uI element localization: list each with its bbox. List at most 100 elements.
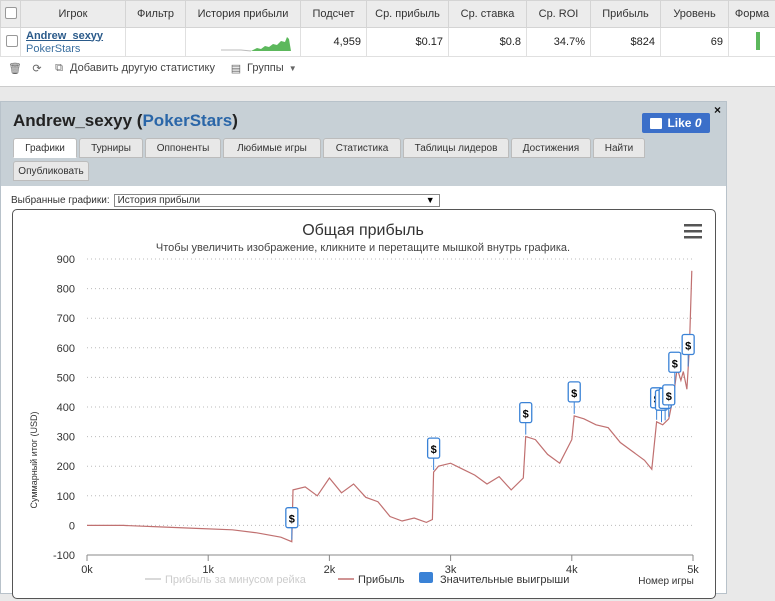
col-header-level[interactable]: Уровень: [661, 1, 729, 28]
avg-profit-cell: $0.17: [367, 28, 449, 57]
big-win-marker: $: [286, 508, 298, 540]
y-axis-label: Суммарный итог (USD): [29, 411, 39, 508]
player-cell[interactable]: Andrew_sexyy PokerStars: [21, 28, 126, 57]
col-header-filter[interactable]: Фильтр: [126, 1, 186, 28]
row-checkbox[interactable]: [1, 28, 21, 57]
y-tick-label: 800: [57, 284, 75, 296]
legend-profit[interactable]: Прибыль: [358, 574, 405, 586]
dollar-icon: $: [685, 341, 691, 353]
tab-charts[interactable]: Графики: [13, 138, 77, 158]
trash-icon[interactable]: 🗑: [8, 62, 22, 75]
panel-player-name: Andrew_sexyy: [13, 111, 132, 130]
filter-cell: [126, 28, 186, 57]
player-site: PokerStars: [26, 43, 120, 55]
tab-favorite-games[interactable]: Любимые игры: [223, 138, 321, 158]
big-win-marker: $: [663, 385, 675, 417]
legend-net-profit[interactable]: Прибыль за минусом рейка: [165, 574, 307, 586]
chart-selector-row: Выбранные графики: История прибыли ▼: [11, 194, 440, 207]
col-header-avg-stake[interactable]: Ср. ставка: [449, 1, 527, 28]
table-header-row: Игрок Фильтр История прибыли Подсчет Ср.…: [1, 1, 775, 28]
add-stats-icon[interactable]: ⧉: [52, 62, 66, 75]
groups-icon[interactable]: ▤: [229, 62, 243, 75]
big-win-marker: $: [669, 352, 681, 384]
big-win-marker: $: [682, 335, 694, 367]
tab-find[interactable]: Найти: [593, 138, 645, 158]
form-indicator: [756, 32, 760, 50]
like-count: 0: [695, 116, 702, 130]
y-tick-label: 300: [57, 432, 75, 444]
big-win-marker: $: [428, 438, 440, 470]
grid-toolbar: 🗑 ⟳ ⧉ Добавить другую статистику ▤ Групп…: [0, 57, 775, 79]
y-tick-label: 400: [57, 402, 75, 414]
player-name-link[interactable]: Andrew_sexyy: [26, 30, 120, 43]
refresh-icon[interactable]: ⟳: [30, 62, 44, 75]
col-header-profit[interactable]: Прибыль: [591, 1, 661, 28]
dollar-icon: $: [431, 444, 437, 456]
dropdown-arrow-icon: ▼: [426, 195, 435, 206]
facebook-like-button[interactable]: Like 0: [642, 113, 710, 133]
col-header-count[interactable]: Подсчет: [301, 1, 367, 28]
series-line-profit: [87, 271, 692, 542]
avg-roi-cell: 34.7%: [527, 28, 591, 57]
chart-select-value: История прибыли: [118, 195, 200, 206]
tab-publish[interactable]: Опубликовать: [13, 161, 89, 181]
legend-big-wins[interactable]: Значительные выигрыши: [440, 574, 569, 586]
panel-site[interactable]: PokerStars: [142, 111, 232, 130]
dollar-icon: $: [289, 514, 295, 526]
y-tick-label: 0: [69, 520, 75, 532]
y-tick-label: 900: [57, 254, 75, 266]
chart-select[interactable]: История прибыли ▼: [114, 194, 440, 207]
level-cell: 69: [661, 28, 729, 57]
col-header-avg-roi[interactable]: Ср. ROI: [527, 1, 591, 28]
tab-tournaments[interactable]: Турниры: [79, 138, 143, 158]
x-axis-label: Номер игры: [638, 576, 694, 587]
tab-achievements[interactable]: Достижения: [511, 138, 591, 158]
dollar-icon: $: [666, 391, 672, 403]
big-win-marker: $: [568, 382, 580, 414]
table-row[interactable]: Andrew_sexyy PokerStars 4,959 $0.17 $0.8…: [1, 28, 775, 57]
select-all-checkbox[interactable]: [1, 1, 21, 28]
legend-big-wins-swatch: [419, 572, 433, 583]
big-win-marker: $: [520, 403, 532, 435]
close-icon[interactable]: ×: [714, 103, 721, 117]
menu-icon[interactable]: [684, 224, 702, 239]
like-label: Like: [667, 116, 691, 130]
profit-cell: $824: [591, 28, 661, 57]
tab-leaderboards[interactable]: Таблицы лидеров: [403, 138, 509, 158]
y-tick-label: 600: [57, 343, 75, 355]
dollar-icon: $: [672, 358, 678, 370]
groups-button[interactable]: Группы: [247, 62, 284, 74]
col-header-avg-profit[interactable]: Ср. прибыль: [367, 1, 449, 28]
dollar-icon: $: [523, 409, 529, 421]
col-header-form[interactable]: Форма: [729, 1, 775, 28]
panel-header: Andrew_sexyy (PokerStars) Like 0 × Графи…: [1, 102, 726, 186]
col-header-player[interactable]: Игрок: [21, 1, 126, 28]
chart-selector-label: Выбранные графики:: [11, 195, 110, 206]
col-header-profit-history[interactable]: История прибыли: [186, 1, 301, 28]
add-stats-button[interactable]: Добавить другую статистику: [70, 62, 215, 74]
profit-chart[interactable]: Общая прибыль Чтобы увеличить изображени…: [13, 210, 715, 598]
player-panel: Andrew_sexyy (PokerStars) Like 0 × Графи…: [0, 101, 727, 594]
tab-opponents[interactable]: Оппоненты: [145, 138, 221, 158]
thumbs-up-icon: [650, 118, 662, 129]
y-tick-label: 100: [57, 491, 75, 503]
stats-table: Игрок Фильтр История прибыли Подсчет Ср.…: [0, 0, 775, 57]
chart-title: Общая прибыль: [302, 222, 424, 239]
chart-subtitle: Чтобы увеличить изображение, кликните и …: [156, 242, 570, 254]
count-cell: 4,959: [301, 28, 367, 57]
dollar-icon: $: [571, 388, 577, 400]
stats-grid: Игрок Фильтр История прибыли Подсчет Ср.…: [0, 0, 775, 87]
y-tick-label: -100: [53, 550, 75, 562]
panel-title: Andrew_sexyy (PokerStars): [13, 111, 238, 131]
chart-container[interactable]: Общая прибыль Чтобы увеличить изображени…: [12, 209, 716, 599]
y-tick-label: 200: [57, 461, 75, 473]
avg-stake-cell: $0.8: [449, 28, 527, 57]
chevron-down-icon[interactable]: ▼: [286, 64, 300, 73]
x-tick-label: 0k: [81, 564, 93, 576]
x-tick-label: 5k: [687, 564, 699, 576]
y-tick-label: 700: [57, 313, 75, 325]
x-tick-label: 2k: [324, 564, 336, 576]
tab-statistics[interactable]: Статистика: [323, 138, 401, 158]
y-tick-label: 500: [57, 372, 75, 384]
legend: Прибыль за минусом рейка Прибыль Значите…: [145, 572, 569, 586]
